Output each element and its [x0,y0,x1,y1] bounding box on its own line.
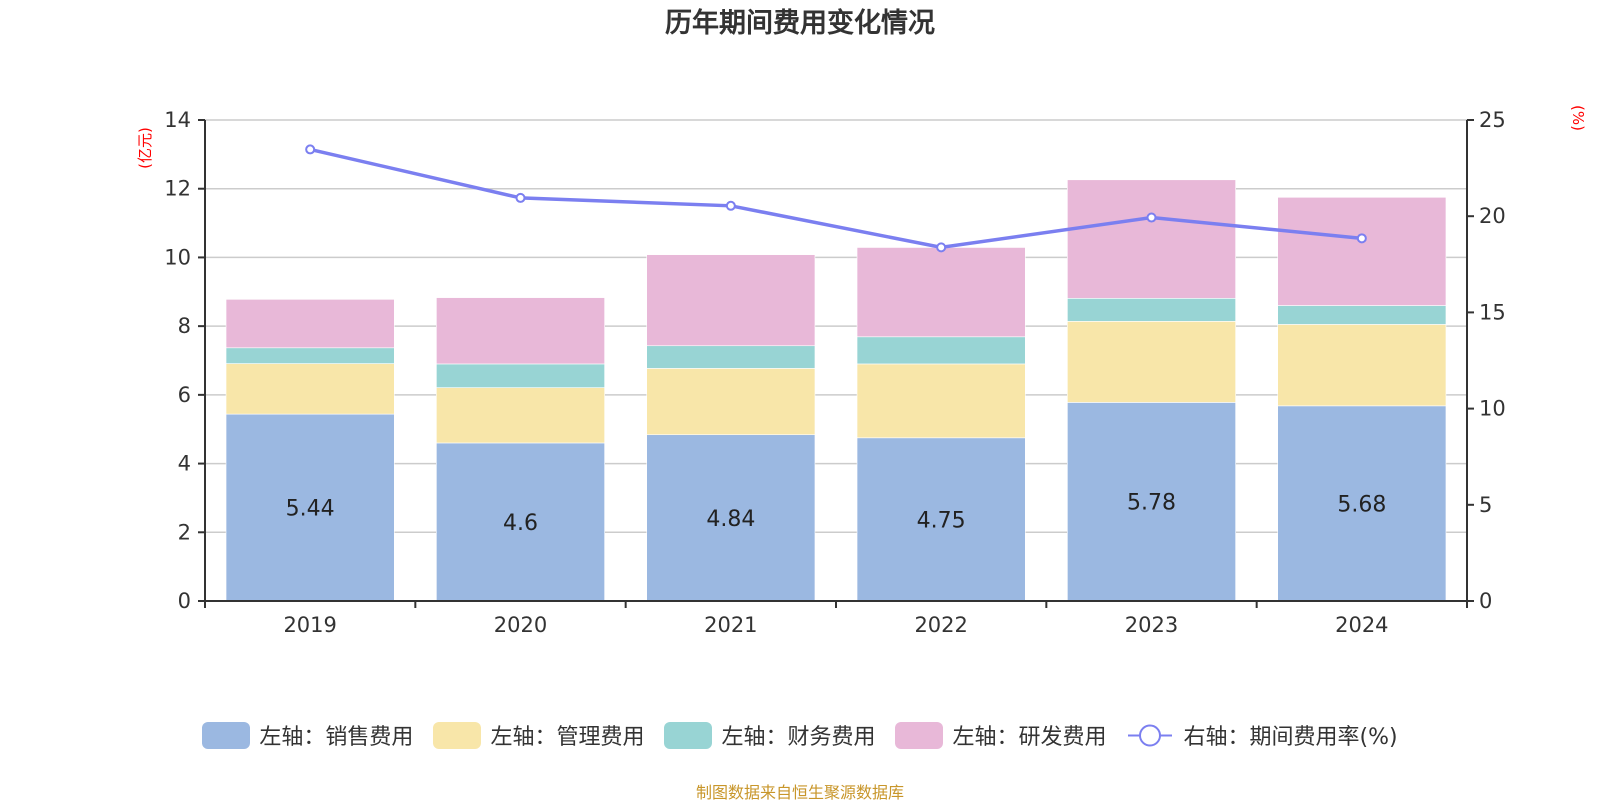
right-axis-tick-label: 25 [1479,108,1506,132]
source-note: 制图数据来自恒生聚源数据库 [695,783,904,802]
bar-segment [646,345,816,369]
bar-segment [856,247,1026,338]
legend-swatch-admin [433,721,482,749]
bar-value-label: 5.68 [1337,492,1386,517]
line-circle-icon [1128,724,1173,746]
left-axis-unit-label: (亿元) [136,127,154,169]
bar-segment [225,363,395,415]
chart-title: 历年期间费用变化情况 [665,7,935,39]
bar-segment [1277,197,1447,306]
bar-value-label: 4.6 [503,511,538,536]
bars [225,179,1447,602]
legend-label-finance: 左轴：财务费用 [721,725,876,750]
bar-segment [1067,321,1236,403]
data-labels: 5.44 4.6 4.84 4.75 5.78 5.68 [286,491,1387,536]
x-axis-tick-label: 2023 [1125,613,1178,637]
bar-segment [225,299,395,349]
bar-segment [856,336,1026,365]
bar-segment [436,387,605,444]
legend-label-rate: 右轴：期间费用率(%) [1183,725,1398,750]
bar-segment [1067,402,1236,602]
bar-segment [646,434,816,602]
left-axis-tick-label: 2 [178,520,191,544]
rate-point [305,144,316,155]
bar-segment [856,363,1026,439]
left-axis-tick-label: 0 [178,589,191,613]
right-axis-tick-label: 0 [1479,589,1492,613]
legend-item-rnd[interactable]: 左轴：研发费用 [895,719,1106,751]
bar-segment [436,297,605,365]
rate-point [725,200,736,211]
bar-segment [646,368,816,436]
bar-segment [646,254,816,347]
x-axis-tick-label: 2021 [704,613,757,637]
rate-line-path [309,147,1363,250]
x-axis-tick-label: 2024 [1335,613,1388,637]
legend-label-rnd: 左轴：研发费用 [952,725,1107,750]
legend-item-admin[interactable]: 左轴：管理费用 [433,719,644,751]
right-axis-tick-label: 5 [1479,493,1492,517]
x-axis-tick-label: 2022 [914,613,967,637]
bar-segment [1277,305,1447,325]
legend-item-finance[interactable]: 左轴：财务费用 [664,719,875,751]
right-axis-tick-label: 15 [1479,300,1506,324]
legend-item-rate[interactable]: 右轴：期间费用率(%) [1126,719,1398,751]
legend-label-admin: 左轴：管理费用 [490,725,645,750]
rate-point [1356,233,1367,244]
bar-value-label: 5.44 [286,497,335,522]
right-axis-tick-label: 10 [1479,397,1506,421]
left-axis-tick-label: 10 [164,245,191,269]
bar-segment [1277,324,1447,407]
x-axis-tick-label: 2019 [283,613,336,637]
bar-segment [856,437,1026,602]
rate-point [515,192,526,203]
right-axis-tick-label: 20 [1479,204,1506,228]
gridlines [205,119,1467,534]
x-axis-tick-label: 2020 [494,613,547,637]
legend-label-sales: 左轴：销售费用 [259,725,414,750]
left-axis-tick-label: 6 [178,383,191,407]
legend-swatch-finance [664,721,713,749]
bar-segment [436,442,605,602]
legend-item-sales[interactable]: 左轴：销售费用 [202,719,413,751]
left-axis-tick-label: 8 [178,314,191,338]
rate-line [305,144,1367,253]
bar-segment [1067,179,1236,299]
legend-swatch-sales [202,721,251,749]
bar-value-label: 4.75 [917,508,966,533]
bar-segment [1067,298,1236,322]
bar-segment [225,347,395,364]
rate-point [1146,212,1157,223]
rate-point [936,242,947,253]
bar-segment [1277,405,1447,602]
legend: 左轴：销售费用 左轴：管理费用 左轴：财务费用 左轴：研发费用 右轴：期间费用率… [0,718,1600,752]
left-axis-tick-label: 14 [164,108,191,132]
bar-value-label: 4.84 [706,507,755,532]
left-axis-tick-label: 4 [178,452,191,476]
bar-value-label: 5.78 [1127,491,1176,516]
left-axis-tick-label: 12 [164,177,191,201]
legend-swatch-rnd [895,721,944,749]
right-axis-unit-label: (%) [1569,105,1587,131]
axes: 0 2 4 6 8 10 12 14 0 5 10 15 20 25 2019 2020 2021 2022 202… [164,108,1505,637]
bar-segment [436,363,605,388]
